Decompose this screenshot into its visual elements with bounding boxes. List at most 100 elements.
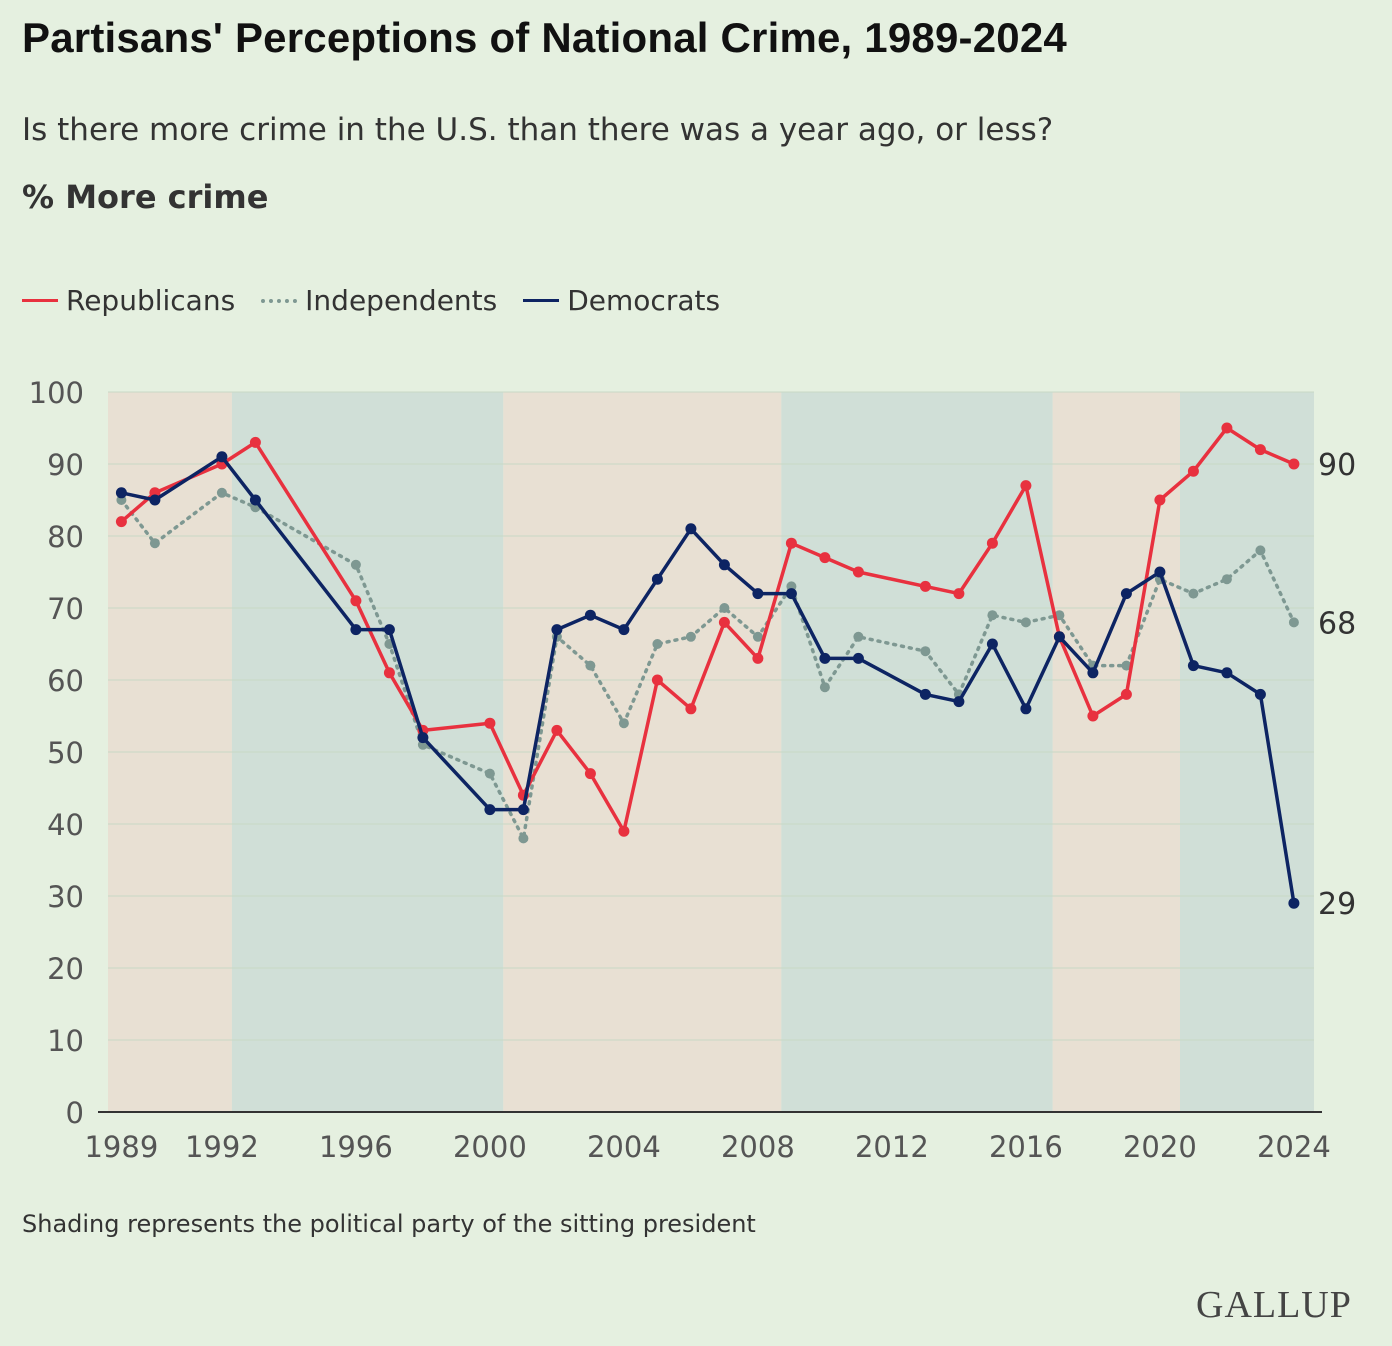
data-point-republicans [383,667,395,679]
data-point-independents [987,610,998,621]
data-point-republicans [115,516,127,528]
data-point-independents [216,487,227,498]
x-tick-label: 1992 [185,1130,259,1164]
legend-label-republicans: Republicans [66,284,236,317]
data-point-independents [350,559,361,570]
data-point-republicans [919,580,931,592]
data-point-democrats [718,559,730,571]
data-point-republicans [1187,465,1199,477]
data-point-democrats [1120,588,1132,600]
data-point-republicans [785,537,797,549]
data-point-democrats [651,573,663,585]
data-point-independents [1121,660,1132,671]
data-point-independents [853,631,864,642]
x-tick-label: 2004 [587,1130,661,1164]
data-point-independents [585,660,596,671]
data-point-independents [920,646,931,657]
data-point-democrats [216,451,228,463]
data-point-democrats [484,804,496,816]
y-tick-label: 0 [66,1096,84,1130]
line-chart: 0 10 20 30 40 50 60 70 80 90 100 1989 1992 1996 2000 20… [29,376,1357,1164]
data-point-independents [1288,617,1299,628]
x-tick-label: 2020 [1123,1130,1197,1164]
legend-label-independents: Independents [305,284,498,317]
data-point-independents [719,603,730,613]
data-point-republicans [953,588,965,600]
data-point-democrats [685,523,697,535]
y-tick-label: 90 [47,448,84,482]
legend-swatch-republicans [22,299,58,302]
x-tick-label: 1989 [84,1130,158,1164]
data-point-republicans [350,595,362,607]
data-point-republicans [1288,458,1300,470]
y-tick-label: 60 [47,664,84,698]
data-point-independents [1255,545,1266,556]
data-point-republicans [986,537,998,549]
data-point-republicans [752,652,764,664]
data-point-democrats [1154,566,1166,578]
legend-item-democrats: Democrats [523,284,720,317]
y-tick-label: 20 [47,952,84,986]
data-point-democrats [383,624,395,636]
data-point-democrats [417,732,429,744]
y-tick-label: 100 [29,376,84,410]
data-point-republicans [1221,422,1233,434]
measure-label: % More crime [22,178,269,216]
data-point-republicans [551,724,563,736]
data-point-democrats [752,588,764,600]
data-point-republicans [1087,710,1099,722]
x-tick-label: 2012 [855,1130,929,1164]
end-label-republicans: 90 [1318,448,1356,483]
chart-subtitle: Is there more crime in the U.S. than the… [22,112,1054,148]
data-point-republicans [584,768,596,780]
legend-swatch-democrats [523,299,560,302]
data-point-republicans [819,552,831,564]
x-tick-label: 2016 [989,1130,1063,1164]
data-point-democrats [819,652,831,664]
data-point-independents [819,682,830,693]
data-point-democrats [618,624,630,636]
x-tick-label: 2000 [453,1130,527,1164]
data-point-republicans [685,703,697,715]
data-point-independents [685,631,696,642]
end-label-democrats: 29 [1318,887,1356,922]
data-point-independents [618,718,629,729]
data-point-republicans [1020,480,1032,492]
legend: Republicans Independents Democrats [22,284,746,317]
y-tick-label: 50 [47,736,84,770]
data-point-democrats [852,652,864,664]
legend-swatch-independents [261,298,298,303]
data-point-independents [518,833,529,844]
data-point-democrats [517,804,529,816]
data-point-democrats [350,624,362,636]
data-point-democrats [115,487,127,499]
data-point-republicans [1154,494,1166,506]
data-point-democrats [1254,688,1266,700]
end-label-independents: 68 [1318,606,1356,641]
x-tick-label: 2008 [721,1130,795,1164]
chart-title: Partisans' Perceptions of National Crime… [22,14,1067,61]
legend-label-democrats: Democrats [567,284,721,317]
y-tick-label: 10 [47,1024,84,1058]
data-point-democrats [785,588,797,600]
data-point-independents [652,639,663,649]
data-point-republicans [718,616,730,628]
data-point-republicans [484,717,496,729]
data-point-independents [1020,617,1031,628]
x-tick-label: 1996 [319,1130,393,1164]
data-point-democrats [249,494,261,506]
data-point-republicans [852,566,864,578]
y-tick-label: 30 [47,880,84,914]
data-point-democrats [1221,667,1233,679]
data-point-democrats [1053,631,1065,643]
data-point-democrats [1020,703,1032,715]
data-point-independents [1188,588,1199,599]
data-point-independents [149,538,160,549]
data-point-democrats [149,494,161,506]
data-point-independents [752,631,763,642]
data-point-democrats [986,638,998,650]
gallup-logo: GALLUP [1196,1284,1352,1326]
y-tick-label: 80 [47,520,84,554]
data-point-republicans [1120,688,1132,700]
data-point-democrats [1187,660,1199,672]
